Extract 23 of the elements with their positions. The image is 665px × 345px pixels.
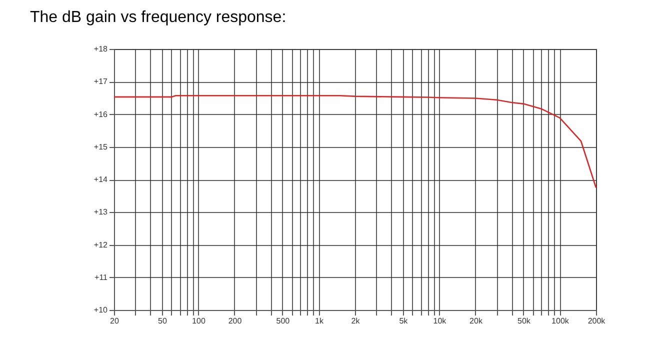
y-tick-label: +13 <box>94 208 108 217</box>
y-tick-label: +11 <box>94 272 108 282</box>
x-tick-label: 50 <box>158 316 168 326</box>
y-tick-label: +12 <box>94 240 108 250</box>
x-tick-label: 1k <box>315 316 324 326</box>
chart-title: The dB gain vs frequency response: <box>30 9 286 27</box>
x-tick-label: 500 <box>276 316 290 326</box>
x-tick-label: 50k <box>518 316 532 326</box>
x-tick-label: 200k <box>588 316 606 326</box>
x-tick-label: 20 <box>110 316 120 326</box>
y-tick-label: +16 <box>94 110 108 119</box>
x-tick-label: 10k <box>433 316 448 326</box>
x-tick-label: 200 <box>228 316 242 326</box>
x-tick-label: 5k <box>399 316 409 326</box>
y-tick-label: +14 <box>94 175 108 184</box>
x-tick-label: 20k <box>470 316 484 326</box>
y-tick-label: +10 <box>94 306 108 314</box>
x-tick-label: 100 <box>192 316 206 326</box>
y-tick-label: +17 <box>94 77 108 86</box>
x-tick-label: 2k <box>351 316 361 326</box>
y-tick-label: +18 <box>94 44 108 54</box>
y-tick-label: +15 <box>94 142 108 152</box>
x-tick-label: 100k <box>552 316 570 326</box>
